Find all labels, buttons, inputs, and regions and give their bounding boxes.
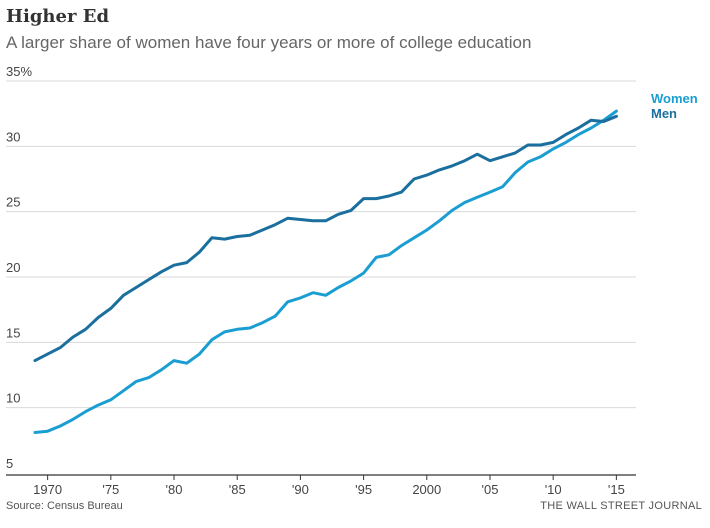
y-tick-label: 35% [6, 64, 32, 79]
series-line-women [33, 109, 618, 434]
y-tick-label: 25 [6, 195, 20, 210]
x-tick-label: '95 [355, 482, 372, 497]
x-tick-label: '90 [292, 482, 309, 497]
x-tick-label: 1970 [33, 482, 62, 497]
y-tick-label: 30 [6, 129, 20, 144]
y-tick-label: 10 [6, 391, 20, 406]
y-tick-label: 20 [6, 260, 20, 275]
y-tick-label: 15 [6, 325, 20, 340]
legend-label-women: Women [651, 91, 698, 106]
x-tick-label: '85 [229, 482, 246, 497]
x-tick-label: '80 [166, 482, 183, 497]
x-tick-label: 2000 [412, 482, 441, 497]
publisher-credit: THE WALL STREET JOURNAL [540, 500, 702, 512]
legend-label-men: Men [651, 106, 677, 121]
chart-subtitle: A larger share of women have four years … [6, 33, 532, 52]
x-tick-label: '75 [102, 482, 119, 497]
x-tick-label: '05 [482, 482, 499, 497]
y-tick-label: 5 [6, 456, 13, 471]
series-line-men [33, 114, 618, 363]
source-note: Source: Census Bureau [6, 500, 123, 512]
x-tick-label: '10 [545, 482, 562, 497]
x-tick-label: '15 [608, 482, 625, 497]
chart-title: Higher Ed [6, 6, 110, 27]
